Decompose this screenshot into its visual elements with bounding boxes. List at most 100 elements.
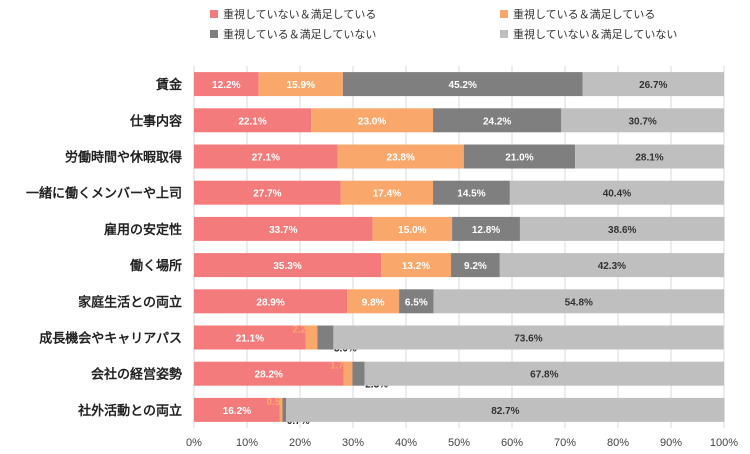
legend-swatch xyxy=(500,30,508,38)
x-tick-label: 100% xyxy=(710,437,738,449)
data-label: 67.8% xyxy=(530,370,558,381)
bar-segment xyxy=(451,253,500,278)
data-label: 9.8% xyxy=(362,297,385,308)
data-label: 2.2% xyxy=(292,325,315,336)
bar-segment xyxy=(364,361,724,386)
bar-segment xyxy=(347,289,400,314)
legend-label: 重視している＆満足していない xyxy=(223,27,376,41)
data-label: 13.2% xyxy=(402,261,430,272)
x-tick-label: 0% xyxy=(186,437,202,449)
data-label: 22.1% xyxy=(238,116,266,127)
bar-segment xyxy=(194,144,338,169)
bar-segment xyxy=(258,72,343,97)
x-tick-label: 10% xyxy=(236,437,258,449)
legend-label: 重視していない＆満足していない xyxy=(513,27,677,41)
legend-swatch xyxy=(210,10,218,18)
category-label: 社外活動との両立 xyxy=(77,403,182,419)
bar-segment xyxy=(317,325,334,350)
data-label: 1.7% xyxy=(330,361,353,372)
bars: 12.2% 15.9% 45.2% 26.7% 22.1% 23.0% 24.2% 30.7%… xyxy=(194,72,725,427)
data-label: 9.2% xyxy=(464,261,487,272)
data-label: 15.0% xyxy=(398,225,426,236)
category-label: 一緒に働くメンバーや上司 xyxy=(26,186,182,202)
category-label: 雇用の安定性 xyxy=(104,222,182,238)
category-label: 賃金 xyxy=(155,77,183,93)
bar-segment xyxy=(194,397,280,422)
data-label: 27.1% xyxy=(252,153,280,164)
bar-segment xyxy=(499,253,724,278)
bar-segment xyxy=(342,72,583,97)
bar-segment xyxy=(282,397,287,422)
data-label: 40.4% xyxy=(603,189,631,200)
bar-segment xyxy=(343,361,353,386)
data-label: 0.5% xyxy=(266,397,289,408)
data-label: 24.2% xyxy=(483,116,511,127)
bar-segment xyxy=(311,108,434,133)
bar-segment xyxy=(519,216,725,241)
bar-segment xyxy=(340,180,434,205)
bar-segment xyxy=(194,325,306,350)
x-tick-label: 70% xyxy=(554,437,576,449)
data-label: 28.9% xyxy=(256,297,284,308)
bar-segment xyxy=(575,144,724,169)
category-labels: 賃金仕事内容労働時間や休暇取得一緒に働くメンバーや上司雇用の安定性働く場所家庭生… xyxy=(26,77,183,419)
bar-segment xyxy=(305,325,318,350)
legend-swatch xyxy=(210,30,218,38)
data-label: 23.8% xyxy=(387,153,415,164)
data-label: 16.2% xyxy=(223,406,251,417)
bar-segment xyxy=(194,289,348,314)
category-label: 会社の経営姿勢 xyxy=(91,367,182,383)
category-label: 家庭生活との両立 xyxy=(78,294,182,310)
legend: 重視していない＆満足している 重視している＆満足している重視している＆満足していな… xyxy=(210,7,677,41)
data-label: 28.1% xyxy=(635,153,663,164)
data-label: 14.5% xyxy=(457,189,485,200)
data-label: 30.7% xyxy=(628,116,656,127)
data-label: 73.6% xyxy=(514,334,542,345)
data-label: 21.1% xyxy=(236,334,264,345)
x-tick-label: 30% xyxy=(342,437,364,449)
data-label: 23.0% xyxy=(358,116,386,127)
bar-segment xyxy=(582,72,724,97)
bar-segment xyxy=(194,216,373,241)
data-label: 12.2% xyxy=(212,80,240,91)
bar-segment xyxy=(452,216,520,241)
data-label: 21.0% xyxy=(505,153,533,164)
bar-segment xyxy=(463,144,576,169)
bar-segment xyxy=(372,216,453,241)
data-label: 28.2% xyxy=(255,370,283,381)
data-label: 35.3% xyxy=(273,261,301,272)
legend-swatch xyxy=(500,10,508,18)
bar-segment xyxy=(433,108,562,133)
data-label: 38.6% xyxy=(608,225,636,236)
bar-segment xyxy=(194,253,382,278)
category-label: 労働時間や休暇取得 xyxy=(65,150,182,166)
data-label: 6.5% xyxy=(405,297,428,308)
bar-segment xyxy=(194,108,312,133)
bar-segment xyxy=(333,325,724,350)
bar-segment xyxy=(194,361,344,386)
data-label: 12.8% xyxy=(472,225,500,236)
bar-segment xyxy=(509,180,724,205)
data-label: 17.4% xyxy=(373,189,401,200)
data-label: 42.3% xyxy=(598,261,626,272)
bar-segment xyxy=(194,180,341,205)
x-tick-label: 20% xyxy=(289,437,311,449)
bar-segment xyxy=(286,397,725,422)
data-label: 54.8% xyxy=(565,297,593,308)
bar-segment xyxy=(433,289,724,314)
data-label: 45.2% xyxy=(449,80,477,91)
x-axis-ticks: 0% 10% 20% 30% 40% 50% 60% 70% 80% 90% 100% xyxy=(186,437,738,449)
x-tick-label: 60% xyxy=(501,437,523,449)
x-tick-label: 90% xyxy=(660,437,682,449)
bar-segment xyxy=(352,361,365,386)
legend-label: 重視していない＆満足している xyxy=(223,7,376,21)
category-label: 働く場所 xyxy=(129,258,182,274)
category-label: 成長機会やキャリアパス xyxy=(39,331,182,347)
data-label: 82.7% xyxy=(491,406,519,417)
x-tick-label: 50% xyxy=(448,437,470,449)
bar-segment xyxy=(279,397,283,422)
data-label: 27.7% xyxy=(253,189,281,200)
x-tick-label: 40% xyxy=(395,437,417,449)
legend-label: 重視している＆満足している xyxy=(513,7,655,21)
